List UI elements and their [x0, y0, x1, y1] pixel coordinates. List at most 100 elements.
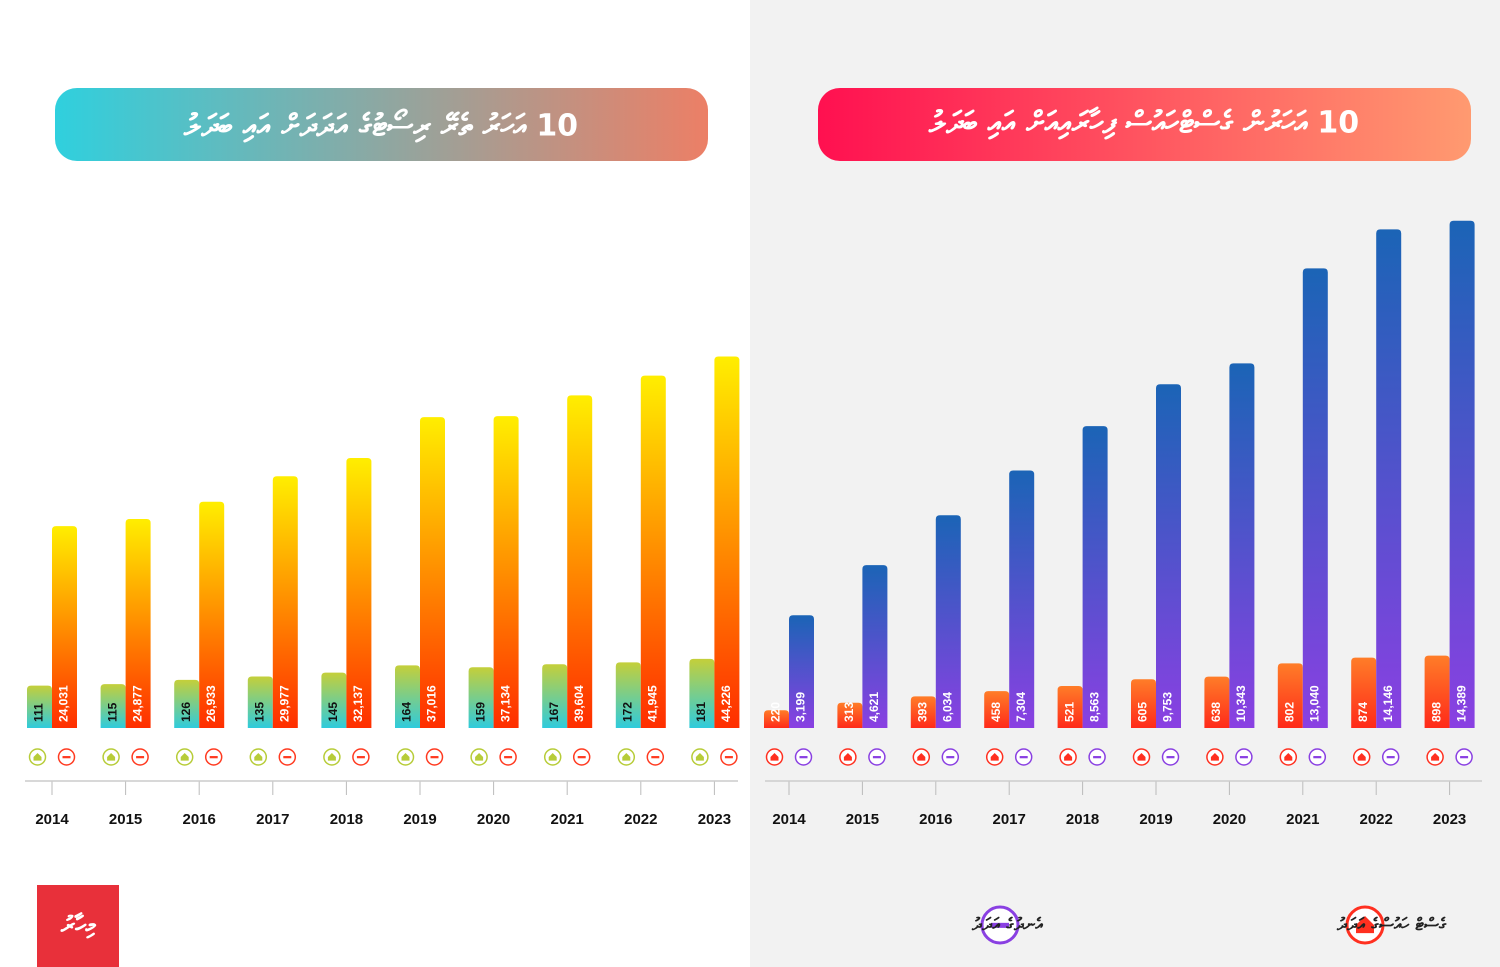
legend-icon-glyph [991, 922, 1009, 928]
x-tick-label: 2018 [330, 811, 363, 828]
bar [1302, 268, 1328, 728]
series-icon-glyph [1357, 753, 1366, 761]
value-label: 898 [1429, 702, 1443, 722]
bar [862, 565, 888, 728]
bar [272, 476, 298, 728]
value-label: 111 [32, 703, 46, 722]
value-label: 126 [179, 702, 193, 722]
series-icon-glyph [504, 756, 513, 759]
series-icon-glyph [209, 756, 218, 759]
right-panel [750, 0, 1500, 967]
series-icon-glyph [1137, 753, 1146, 761]
x-tick-label: 2015 [109, 811, 142, 828]
value-label: 13,040 [1307, 685, 1321, 722]
value-label: 145 [326, 702, 340, 722]
x-tick-label: 2022 [1360, 811, 1393, 828]
series-icon-glyph [1093, 756, 1102, 759]
left-panel [0, 0, 750, 967]
value-label: 159 [473, 702, 487, 722]
series-icon-glyph [136, 756, 145, 759]
x-tick-label: 2023 [698, 811, 731, 828]
x-tick-label: 2015 [846, 811, 879, 828]
value-label: 181 [694, 702, 708, 722]
x-tick-label: 2021 [1286, 811, 1319, 828]
series-icon-glyph [430, 756, 439, 759]
bar [174, 679, 200, 728]
series-icon-glyph [1313, 756, 1322, 759]
series-icon-glyph [1386, 756, 1395, 759]
series-icon-glyph [548, 753, 557, 761]
chart-title: 10 އަހަރުން ގެސްޓްހައުސް ފިހާރައިއަށް އަ… [928, 106, 1359, 141]
value-label: 115 [105, 702, 119, 722]
bar [1156, 384, 1181, 728]
x-tick-label: 2020 [1213, 811, 1246, 828]
bar [1204, 676, 1230, 728]
value-label: 37,016 [425, 685, 439, 722]
bar [321, 672, 347, 728]
value-label: 164 [400, 702, 414, 722]
x-tick-label: 2021 [551, 811, 584, 828]
bar [567, 395, 593, 728]
x-tick-label: 2017 [256, 811, 289, 828]
x-tick-label: 2019 [1139, 811, 1172, 828]
series-icon-glyph [1210, 753, 1219, 761]
value-label: 313 [842, 702, 856, 722]
series-icon-glyph [62, 756, 71, 759]
x-tick-label: 2017 [993, 811, 1026, 828]
value-label: 167 [547, 702, 561, 722]
bar [52, 526, 77, 728]
x-tick-label: 2020 [477, 811, 510, 828]
bar [789, 615, 814, 728]
bar [199, 501, 225, 728]
bar [346, 458, 372, 728]
series-icon-glyph [356, 756, 365, 759]
series-icon-glyph [1284, 753, 1293, 761]
value-label: 44,226 [719, 685, 733, 722]
bar [640, 375, 666, 728]
value-label: 6,034 [940, 692, 954, 722]
bar [764, 710, 789, 728]
bar [420, 417, 445, 728]
series-icon-glyph [1019, 756, 1028, 759]
bar [1277, 663, 1303, 728]
value-label: 37,134 [498, 685, 512, 722]
legend-icon-glyph [1356, 916, 1374, 934]
value-label: 14,146 [1381, 685, 1395, 722]
bar [395, 665, 420, 728]
series-icon-glyph [577, 756, 586, 759]
value-label: 14,389 [1454, 685, 1468, 722]
bar [1057, 686, 1083, 728]
chart-title: 10 އަހަރު ތެރޭ ރިސޯޓުގެ އަދަދަށް އައި ބަ… [183, 109, 578, 144]
value-label: 605 [1136, 702, 1150, 722]
series-icon-glyph [770, 753, 779, 761]
value-label: 39,604 [572, 685, 586, 722]
bar [100, 684, 126, 728]
bar [247, 676, 273, 728]
bar [1131, 679, 1156, 728]
value-label: 3,199 [794, 692, 808, 722]
value-label: 10,343 [1234, 685, 1248, 722]
series-icon-glyph [695, 753, 704, 761]
series-icon-glyph [622, 753, 631, 761]
series-icon-glyph [180, 753, 189, 761]
logo [37, 885, 119, 967]
series-icon-glyph [946, 756, 955, 759]
series-icon-glyph [651, 756, 660, 759]
value-label: 32,137 [351, 685, 365, 722]
bar [714, 356, 740, 728]
series-icon-glyph [107, 753, 116, 761]
series-icon-glyph [327, 753, 336, 761]
bar [125, 519, 151, 728]
bar [27, 685, 52, 728]
bar [1351, 657, 1377, 728]
value-label: 26,933 [204, 685, 218, 722]
bar [984, 691, 1010, 728]
value-label: 29,977 [277, 685, 291, 722]
series-icon-glyph [1064, 753, 1073, 761]
x-tick-label: 2016 [919, 811, 952, 828]
legend-label: ގެސްޓް ހައުސްގެ އަދަދު [1336, 915, 1447, 935]
value-label: 638 [1209, 702, 1223, 722]
bar [468, 667, 494, 728]
x-tick-label: 2014 [35, 811, 69, 828]
x-tick-label: 2014 [772, 811, 806, 828]
